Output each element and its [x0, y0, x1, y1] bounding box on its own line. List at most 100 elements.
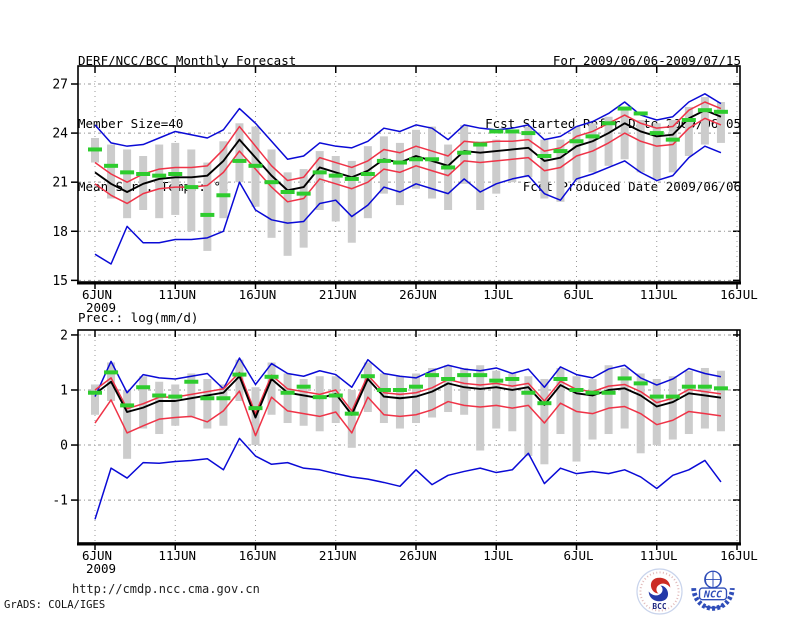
blue-upper-envelope-line: [94, 93, 722, 161]
gray-spread-bars: [604, 116, 613, 166]
ncc-globe-grid: [704, 571, 722, 588]
gray-spread-bars: [235, 123, 244, 183]
gray-spread-bars: [588, 123, 597, 173]
gray-spread-bars: [107, 144, 116, 199]
gray-spread-bars: [604, 365, 613, 435]
gray-spread-bars: [379, 136, 388, 194]
gray-spread-bars: [187, 373, 196, 418]
y-tick-label: 2: [60, 328, 68, 343]
x-year-label: 2009: [86, 300, 116, 315]
gray-spread-bars: [428, 367, 437, 418]
ncc-banner: [702, 604, 724, 609]
gray-spread-bars: [171, 384, 180, 426]
y-tick-label: 15: [52, 274, 68, 289]
ncc-logo: NCC: [688, 566, 738, 616]
gray-spread-bars: [476, 141, 485, 210]
produced-date-label: Fcst Produced Date 2009/06/06: [522, 179, 741, 194]
prec-chart-title: Prec.: log(mm/d): [78, 310, 199, 325]
gray-spread-bars: [412, 373, 420, 424]
gray-spread-bars: [331, 156, 340, 222]
grads-credit: GrADS: COLA/IGES: [4, 599, 106, 611]
y-tick-label: 1: [60, 383, 68, 398]
gray-spread-bars: [395, 376, 404, 429]
gray-spread-bars: [716, 102, 725, 143]
gray-spread-bars: [363, 362, 372, 413]
gray-spread-bars: [347, 389, 356, 448]
x-tick-label: 16JUL: [720, 287, 758, 302]
x-tick-label: 21JUN: [319, 548, 357, 563]
red-upper-band-line: [94, 101, 722, 183]
x-tick-label: 16JUL: [720, 548, 758, 563]
x-tick-label: 6JUL: [563, 548, 593, 563]
source-url: http://cmdp.ncc.cma.gov.cn: [72, 582, 260, 596]
x-tick-label: 1JUL: [483, 287, 513, 302]
gray-spread-bars: [652, 378, 661, 446]
bcc-logo-label: BCC: [652, 602, 666, 611]
x-year-label: 2009: [86, 561, 116, 576]
gray-spread-bars: [444, 144, 453, 210]
x-tick-label: 6JUL: [563, 287, 593, 302]
bcc-blue-swirl: [648, 585, 669, 601]
gray-spread-bars: [524, 126, 533, 178]
bcc-red-swirl: [650, 577, 671, 593]
blue-lower-envelope-line: [94, 437, 722, 520]
gray-spread-bars: [347, 160, 356, 243]
gray-spread-bars: [556, 367, 565, 435]
y-tick-label: 27: [52, 78, 68, 93]
gray-spread-bars: [588, 378, 597, 440]
gray-spread-bars: [572, 376, 581, 462]
bcc-logo: BCC: [636, 567, 683, 615]
gray-spread-bars: [331, 376, 340, 424]
black-median-line: [94, 109, 722, 193]
red-lower-band-line: [94, 117, 722, 205]
gray-spread-bars: [428, 126, 437, 199]
gray-spread-bars: [684, 370, 693, 435]
x-tick-label: 11JUL: [640, 548, 678, 563]
gray-spread-bars: [315, 376, 324, 432]
x-tick-label: 11JUN: [158, 548, 196, 563]
gray-spread-bars: [668, 120, 677, 173]
gray-spread-bars: [123, 389, 132, 459]
gray-spread-bars: [492, 370, 501, 429]
gray-spread-bars: [187, 149, 196, 232]
x-tick-label: 26JUN: [399, 287, 437, 302]
gray-spread-bars: [460, 367, 469, 415]
gray-spread-bars: [139, 376, 148, 429]
gray-spread-bars: [700, 97, 709, 145]
gray-spread-bars: [540, 139, 549, 199]
gray-spread-bars: [155, 381, 164, 435]
gray-spread-bars: [492, 139, 501, 194]
x-tick-label: 6JUN: [82, 548, 112, 563]
x-tick-label: 11JUN: [158, 287, 196, 302]
x-tick-label: 26JUN: [399, 548, 437, 563]
y-tick-label: 18: [52, 225, 68, 240]
forecast-period-label: For 2009/06/06-2009/07/15: [552, 53, 741, 68]
gray-spread-bars: [299, 378, 308, 426]
gray-spread-bars: [652, 123, 661, 179]
gray-spread-bars: [395, 142, 404, 206]
gray-spread-bars: [508, 129, 517, 183]
gray-spread-bars: [716, 370, 725, 432]
ncc-logo-label: NCC: [703, 590, 723, 601]
y-tick-label: 24: [52, 127, 68, 142]
gray-spread-bars: [299, 169, 308, 248]
gray-spread-bars: [668, 376, 677, 440]
x-tick-label: 11JUL: [640, 287, 678, 302]
x-tick-label: 16JUN: [239, 548, 277, 563]
page-title: DERF/NCC/BCC Monthly Forecast: [78, 53, 297, 68]
gray-spread-bars: [235, 359, 244, 401]
gray-spread-bars: [572, 126, 581, 181]
gray-spread-bars: [556, 139, 565, 202]
blue-lower-envelope-line: [94, 145, 722, 265]
gray-spread-bars: [203, 162, 212, 251]
gray-spread-bars: [508, 373, 517, 432]
gray-spread-bars: [283, 373, 292, 424]
gray-spread-bars: [315, 151, 324, 210]
gray-spread-bars: [444, 365, 453, 413]
gray-spread-bars: [283, 172, 292, 256]
gray-spread-bars: [267, 149, 276, 238]
gray-spread-bars: [684, 106, 693, 156]
gray-spread-bars: [636, 120, 645, 173]
